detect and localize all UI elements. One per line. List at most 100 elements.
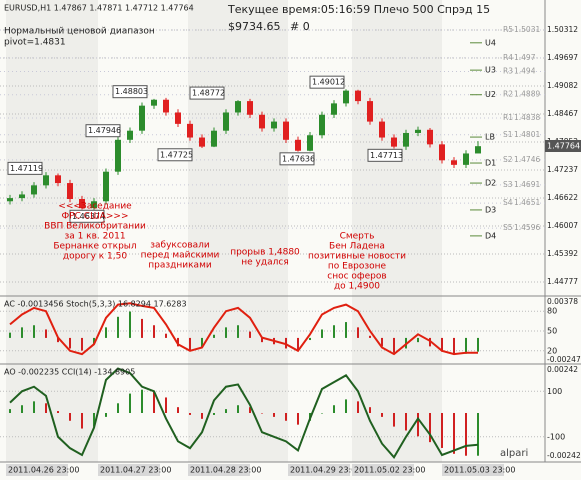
- candle-body: [127, 130, 133, 140]
- candle-body: [19, 194, 25, 199]
- panel-title: AC -0.0013456 Stoch(5,3,3) 16.8294 17.62…: [4, 300, 187, 309]
- candle-body: [331, 103, 337, 115]
- histogram-bar: [141, 318, 143, 338]
- candle-body: [355, 90, 361, 102]
- candle-body: [223, 112, 229, 131]
- histogram-bar: [381, 413, 383, 417]
- chart-title: EURUSD,H1 1.47867 1.47871 1.47712 1.4776…: [4, 4, 194, 13]
- x-tick-label: 2011.05.02 23:00: [354, 466, 425, 475]
- candle-body: [427, 129, 433, 145]
- logo: alpari: [500, 448, 528, 459]
- histogram-bar: [321, 413, 323, 414]
- candle-body: [367, 101, 373, 122]
- zone-name: LB: [485, 133, 495, 142]
- y-tick-label: 1.48467: [547, 109, 578, 118]
- x-tick-label: 2011.04.28 23:00: [190, 466, 261, 475]
- news-note: за 1 кв. 2011: [64, 232, 125, 242]
- pivot-name: R3: [503, 66, 513, 75]
- price-label-box: [189, 86, 225, 100]
- histogram-bar: [369, 407, 371, 413]
- histogram-bar: [441, 337, 443, 352]
- price-label-box: [279, 152, 315, 166]
- y2-tick-label: -100: [547, 432, 565, 441]
- indicator-line: [9, 302, 478, 356]
- histogram-bar: [465, 413, 467, 456]
- x-label-box: [6, 464, 68, 476]
- histogram-bar: [45, 403, 47, 413]
- histogram-bar: [477, 337, 479, 352]
- y-tick-label: 1.44777: [547, 277, 578, 286]
- pivot-name: S5: [503, 223, 513, 232]
- histogram-bar: [45, 329, 47, 338]
- price-label: 1.47725: [160, 150, 193, 159]
- y-tick-label: 1.45392: [547, 249, 578, 258]
- pivot-value: 1.5031: [514, 25, 540, 34]
- y-tick-label: -0.00247: [547, 355, 581, 364]
- indicator-line: [9, 367, 479, 459]
- price-label: 1.46374: [72, 212, 105, 221]
- price-label-box: [85, 124, 121, 138]
- histogram-bar: [105, 327, 107, 338]
- price-label: 1.48772: [192, 89, 225, 98]
- histogram-bar: [453, 337, 455, 355]
- x-label-box: [288, 464, 350, 476]
- pivot-value: 1.4596: [514, 223, 540, 232]
- news-note: Бен Ладена: [329, 242, 385, 252]
- candle-body: [31, 185, 37, 195]
- histogram-bar: [237, 325, 239, 338]
- candle-body: [451, 160, 457, 165]
- histogram-bar: [441, 413, 443, 448]
- histogram-bar: [249, 331, 251, 338]
- candle-body: [319, 114, 325, 136]
- y-tick-label: 1.46622: [547, 193, 578, 202]
- histogram-bar: [381, 337, 383, 347]
- histogram-bar: [261, 413, 263, 414]
- pivot-value: 1.4801: [514, 130, 540, 139]
- histogram-bar: [213, 413, 215, 415]
- y2-tick-label: 80: [547, 307, 557, 316]
- histogram-bar: [93, 337, 95, 345]
- histogram-bar: [189, 413, 191, 415]
- histogram-bar: [153, 391, 155, 413]
- histogram-bar: [189, 337, 191, 351]
- zone-name: D1: [485, 159, 496, 168]
- histogram-bar: [177, 337, 179, 347]
- zone-name: U2: [485, 90, 496, 99]
- news-note: перед майскими: [141, 251, 220, 261]
- day-stripe: [6, 0, 98, 462]
- candle-body: [91, 201, 97, 209]
- news-note: позитивные новости: [308, 252, 406, 262]
- news-note: по Еврозоне: [328, 262, 387, 272]
- y2-tick-label: 20: [547, 346, 557, 355]
- x-label-box: [98, 464, 160, 476]
- last-price: 1.47764: [547, 141, 580, 150]
- histogram-bar: [225, 327, 227, 338]
- histogram-bar: [57, 411, 59, 413]
- last-price-box: [545, 139, 581, 152]
- pivot-value: 1.4838: [514, 113, 540, 122]
- candle-body: [391, 137, 397, 147]
- pivot-name: R2: [503, 90, 513, 99]
- price-label: 1.47946: [88, 126, 121, 135]
- pivot-name: R4: [503, 53, 513, 62]
- pivot-value: 1.497: [514, 53, 536, 62]
- histogram-bar: [201, 337, 203, 348]
- news-note: дорогу к 1,50: [63, 252, 127, 262]
- histogram-bar: [177, 407, 179, 413]
- histogram-bar: [81, 413, 83, 429]
- zone-name: U3: [485, 66, 496, 75]
- day-stripe: [352, 0, 442, 462]
- histogram-bar: [345, 399, 347, 413]
- histogram-bar: [477, 413, 479, 456]
- histogram-bar: [393, 337, 395, 353]
- candle-body: [343, 90, 349, 104]
- price-label-box: [367, 148, 403, 162]
- histogram-bar: [261, 337, 263, 343]
- histogram-bar: [345, 322, 347, 338]
- pivot-name: R1: [503, 113, 513, 122]
- histogram-bar: [357, 401, 359, 413]
- zone-name: D2: [485, 179, 496, 188]
- news-note: ВВП Великобритании: [44, 222, 146, 232]
- histogram-bar: [417, 337, 419, 343]
- pivot-value: 1.4651: [514, 198, 540, 207]
